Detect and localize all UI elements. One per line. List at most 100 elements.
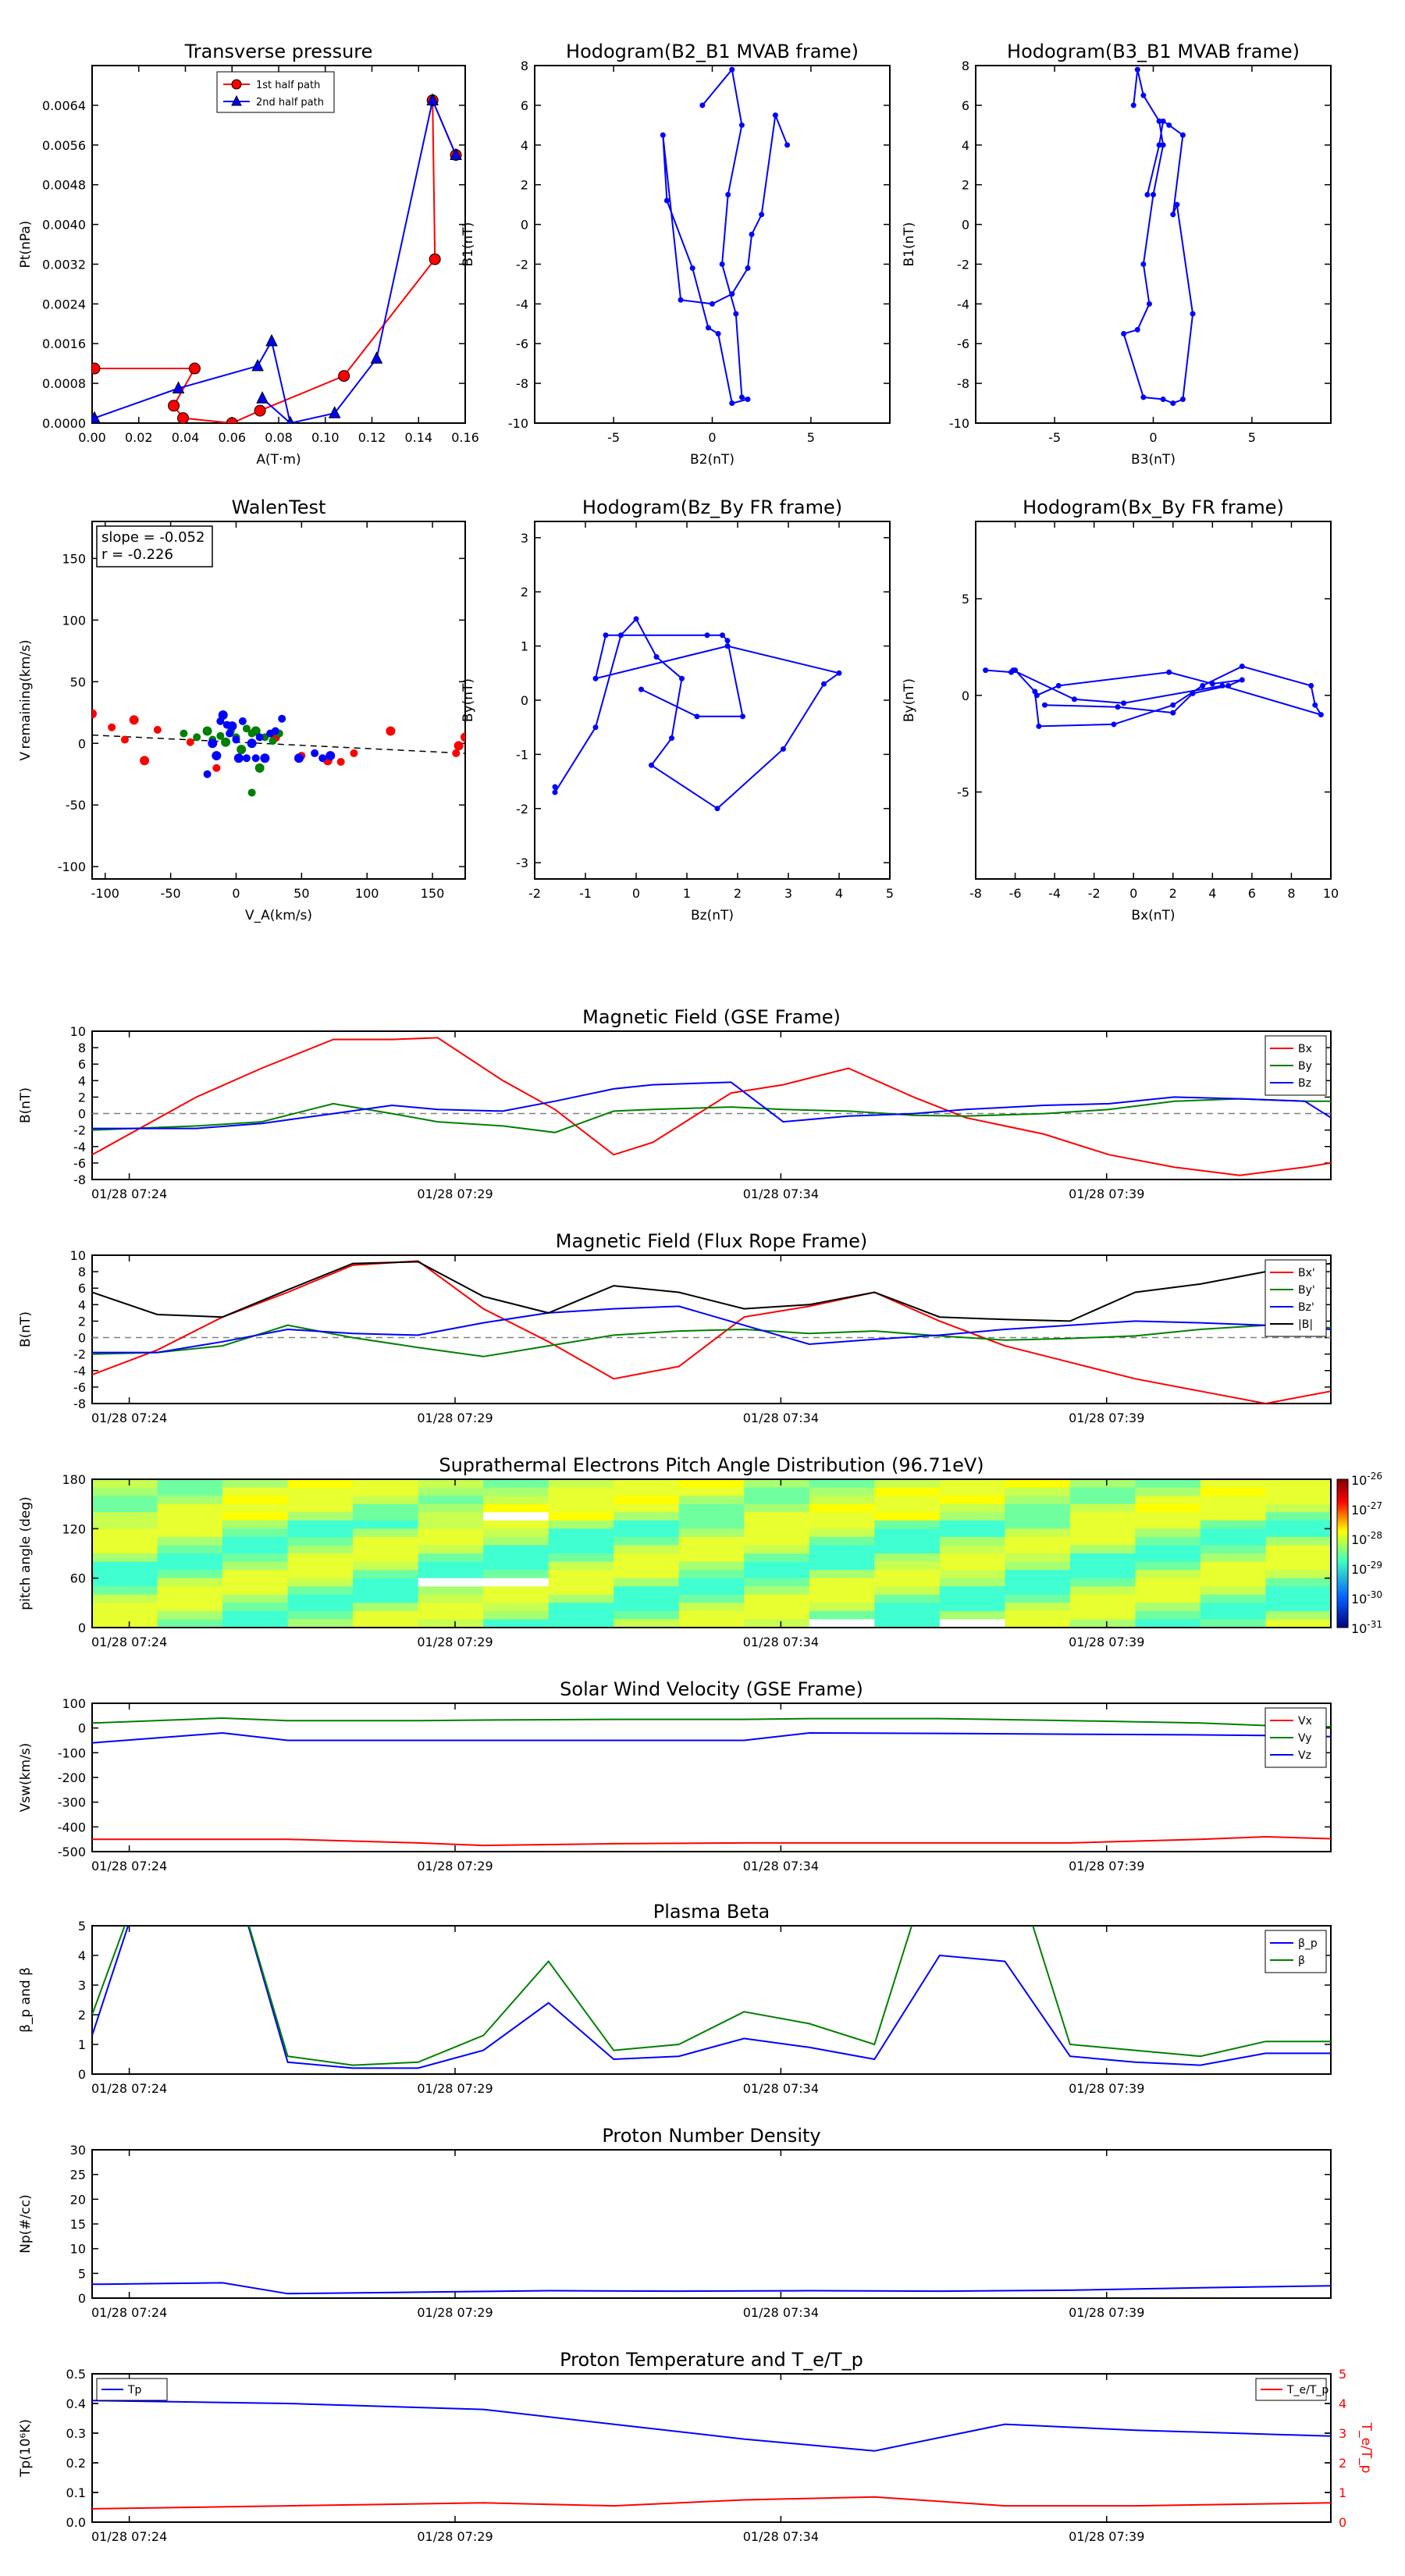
heatmap-cell [418,1545,484,1554]
y-tick-label: -2 [957,257,969,272]
data-point [325,751,336,761]
series-line [662,67,788,404]
heatmap-cell [678,1520,745,1529]
data-point [255,733,264,742]
heatmap-cell [1200,1570,1266,1579]
heatmap-cell [678,1553,745,1563]
heatmap-cell [874,1545,941,1554]
heatmap-cell [353,1479,419,1489]
x-tick-label: -4 [1048,886,1061,901]
heatmap-cell [548,1553,614,1563]
y-tick-label: 0 [78,2067,86,2082]
heatmap-cell [157,1487,223,1496]
heatmap-cell [1265,1553,1332,1563]
heatmap-cell [548,1520,614,1529]
data-point [454,741,464,751]
data-point [694,713,700,720]
heatmap-cell [678,1496,745,1505]
heatmap-cell [678,1545,745,1554]
heatmap-cell [678,1578,745,1587]
x-tick-label: 10 [1323,886,1339,901]
data-point [653,653,660,660]
heatmap-cell [418,1503,484,1513]
legend: Tp T_e/T_p [96,2378,1329,2401]
plot-frame [91,1925,1332,2075]
heatmap-cell [222,1610,289,1620]
y-tick-label: 0.0008 [42,376,86,391]
x-tick-label: 01/28 07:24 [91,1635,167,1649]
heatmap-cell [1005,1561,1071,1571]
heatmap-cell [939,1610,1005,1620]
legend-marker [231,94,242,106]
legend-label: Vy [1298,1732,1312,1745]
chart-magnetic-field-fr: Magnetic Field (Flux Rope Frame) 01/28 07… [18,1230,1332,1425]
legend-label: Vz [1298,1749,1311,1762]
heatmap-cell [353,1512,419,1521]
fit-line [92,734,465,754]
heatmap-cell [287,1496,354,1505]
heatmap-cell [222,1553,289,1563]
plot-frame [91,2149,1332,2299]
plot-area [1121,66,1196,407]
heatmap-cell [1069,1496,1136,1505]
heatmap-cell [809,1487,875,1496]
x-tick-label: -6 [1009,886,1022,901]
data-point [254,763,265,773]
data-point [92,709,97,719]
y-tick-label: 4 [78,1948,86,1963]
chart-proton-temperature: Proton Temperature and T_e/T_p 01/28 07:2… [18,2349,1374,2544]
data-point [188,362,201,375]
heatmap-cell [809,1528,875,1538]
x-tick-label: 0.14 [404,430,432,445]
series-line [92,1098,1331,1133]
series-line [92,1305,1331,1354]
y-tick-label: 0 [962,688,969,703]
heatmap-cell [939,1512,1005,1521]
x-axis-label: A(T·m) [256,452,301,468]
data-point [649,762,654,768]
heatmap-cell [222,1603,289,1612]
y-tick-label: 20 [70,2192,86,2207]
heatmap-cell [92,1603,158,1612]
data-point [710,301,715,307]
legend-label: 2nd half path [256,97,324,109]
heatmap-cell [744,1553,810,1563]
x-tick-label: 0 [232,886,240,901]
data-point [724,643,731,649]
heatmap-cell [418,1553,484,1563]
heatmap-cell [1069,1570,1136,1579]
plot-frame [91,1478,1332,1628]
x-tick-label: 01/28 07:34 [743,1411,819,1425]
y-tick-label: 0.0040 [42,218,86,233]
data-point [669,735,674,742]
heatmap-cell [874,1536,941,1546]
chart-title: Magnetic Field (GSE Frame) [582,1006,841,1028]
y-tick-label: 3 [521,531,528,546]
heatmap-cell [1200,1619,1266,1628]
heatmap-cell [157,1561,223,1571]
x-tick-label: 01/28 07:34 [743,1859,819,1873]
data-point [1121,700,1127,706]
series-line [1036,671,1243,714]
data-point [218,710,228,720]
data-point [208,738,218,749]
heatmap-cell [483,1594,550,1603]
data-point [745,396,751,402]
x-tick-label: 01/28 07:24 [91,2305,167,2320]
heatmap-cell [1135,1496,1201,1505]
y-axis-label: By(nT) [902,678,917,722]
heatmap-cell [418,1561,484,1571]
x-tick-label: 01/28 07:39 [1069,1187,1144,1201]
data-point [254,404,266,417]
heatmap-cell [809,1610,875,1620]
heatmap-cell [939,1545,1005,1554]
y-tick-label: 4 [1339,2396,1346,2411]
legend: Bx By Bz [1264,1035,1327,1096]
heatmap-cell [1069,1619,1136,1628]
y-tick-label: 5 [78,2266,86,2281]
heatmap-cell [353,1503,419,1513]
series-line [92,2496,1331,2510]
data-point [177,412,190,423]
y-tick-label: 8 [521,59,528,73]
heatmap-cell [222,1619,289,1628]
